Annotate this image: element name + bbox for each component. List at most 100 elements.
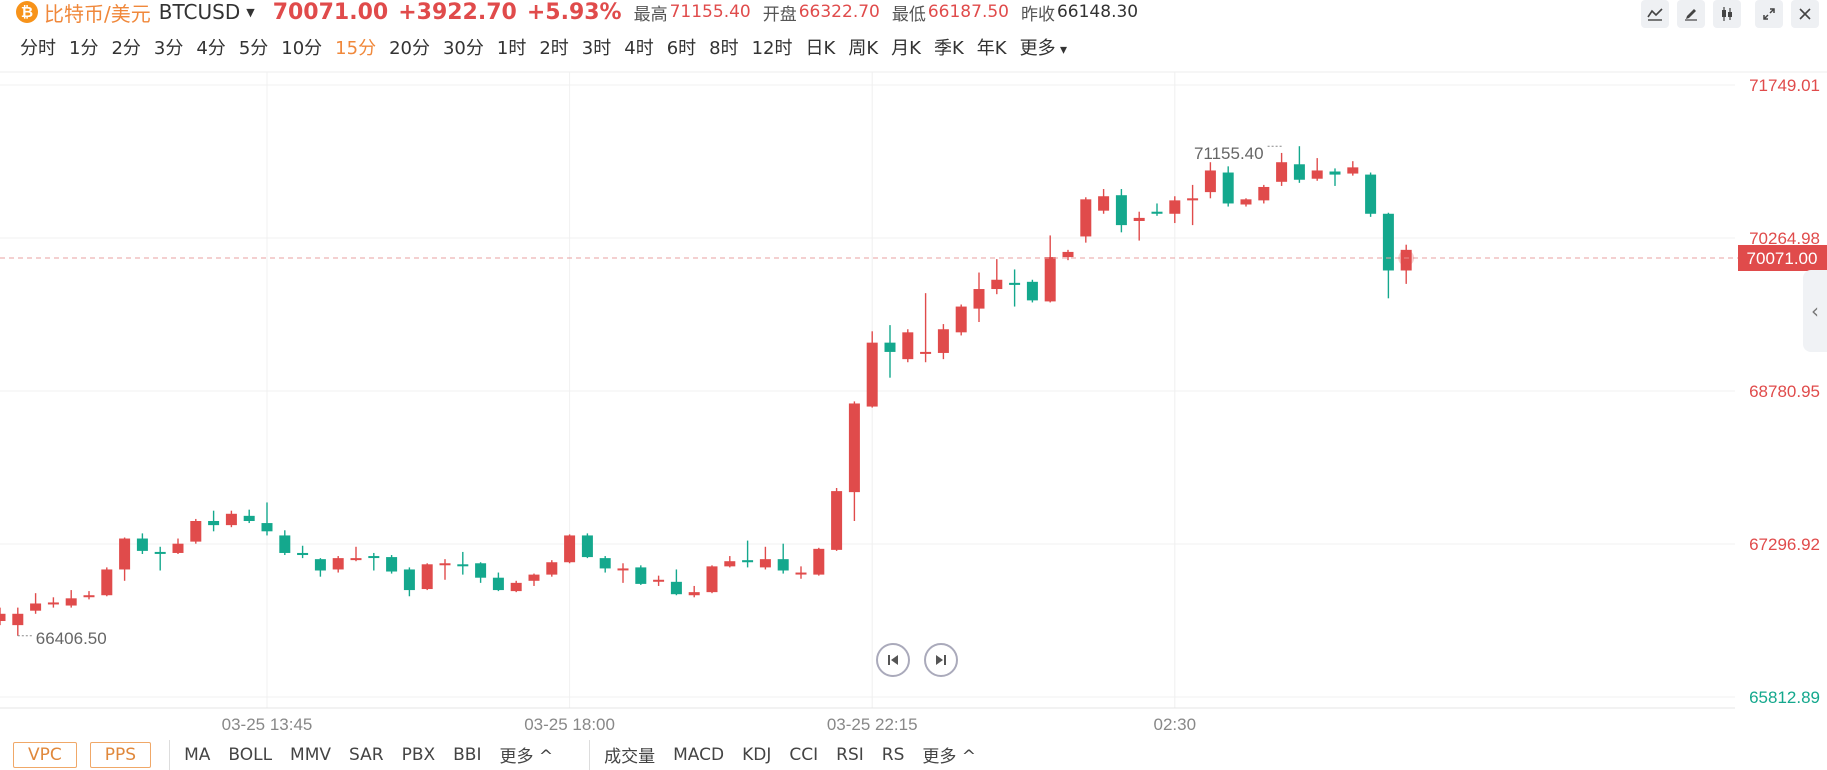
period-20[interactable]: 季K [933,38,964,59]
candle-body [1044,257,1056,302]
x-tick-label: 03-25 22:15 [827,715,918,734]
period-13[interactable]: 4时 [624,38,654,59]
period-8[interactable]: 20分 [389,38,430,59]
candle-body [1365,174,1377,214]
line-tool-icon[interactable] [1641,0,1669,28]
candle-body [457,564,469,567]
candle-body [350,558,362,561]
period-9[interactable]: 30分 [442,38,484,59]
period-3[interactable]: 3分 [153,38,184,59]
main-indicator-mmv[interactable]: MMV [290,744,332,765]
period-21[interactable]: 年K [976,38,1007,59]
period-4[interactable]: 4分 [196,38,226,59]
period-18[interactable]: 周K [848,38,879,59]
main-indicator-bbi[interactable]: BBI [453,744,482,765]
collapse-panel-handle[interactable]: ‹ [1803,270,1827,352]
current-price-glow [1398,249,1415,266]
candle-body [439,563,451,566]
main-indicator-ma[interactable]: MA [184,744,211,765]
candle-body [154,551,166,554]
candle-body [1329,171,1341,175]
candle-body [1115,195,1127,226]
candle-body [831,491,843,550]
expand-icon[interactable] [1755,0,1783,28]
main-indicator-boll[interactable]: BOLL [228,744,273,765]
candle-body [973,289,985,309]
period-10[interactable]: 1时 [496,38,527,59]
x-tick-label: 02:30 [1154,715,1197,734]
skip-forward-button[interactable] [924,643,958,677]
chevron-left-icon: ‹ [1811,299,1819,323]
main-indicator-pbx[interactable]: PBX [401,744,436,765]
candle-body [866,342,878,407]
close-icon[interactable] [1791,0,1819,28]
sub-indicator-more[interactable]: 更多 ^ [922,742,976,767]
candle-body [884,342,896,352]
high-label: 最高 [633,4,668,25]
candle-body [30,603,42,611]
y-tick-label: 67296.92 [1749,535,1820,554]
period-15[interactable]: 8时 [709,38,739,59]
candle-body [546,562,558,575]
sub-indicator-1[interactable]: MACD [673,744,725,765]
period-5[interactable]: 5分 [238,38,269,59]
pair-name[interactable]: 比特币/美元 [44,1,151,26]
skip-back-button[interactable] [876,643,910,677]
period-16[interactable]: 12时 [751,38,793,59]
sub-indicator-0[interactable]: 成交量 [604,747,656,767]
candle-body [12,613,24,626]
sub-indicator-4[interactable]: RSI [836,744,864,765]
period-more[interactable]: 更多 ▾ [1019,38,1068,59]
sub-indicator-3[interactable]: CCI [789,744,819,765]
skip-forward-icon [936,655,946,665]
sub-indicator-2[interactable]: KDJ [742,744,772,765]
period-19[interactable]: 月K [891,38,921,59]
open-value: 66322.70 [798,2,880,22]
period-6[interactable]: 10分 [281,38,323,59]
chevron-down-icon[interactable]: ▼ [246,5,255,19]
candle-body [332,558,344,570]
pen-icon[interactable] [1677,0,1705,28]
candle-body [653,579,665,582]
pair-symbol[interactable]: BTCUSD [158,0,241,24]
candle-body [1151,211,1163,214]
sub-indicator-5[interactable]: RS [881,744,905,765]
candle-body [279,535,291,553]
period-14[interactable]: 6时 [666,38,697,59]
x-tick-label: 03-25 13:45 [222,715,313,734]
candle-body [1187,198,1199,201]
period-17[interactable]: 日K [805,38,836,59]
candle-body [670,581,682,595]
indicator-vpc-button[interactable]: VPC [13,741,77,768]
candle-body [47,602,59,605]
candle-body [297,552,309,556]
candle-style-icon[interactable] [1713,0,1741,28]
main-indicator-sar[interactable]: SAR [349,744,384,765]
period-11[interactable]: 2时 [539,38,569,59]
candlestick-chart[interactable]: 71749.01 70264.98 68780.95 67296.92 65812.89… [0,0,1827,740]
candle-body [1222,172,1234,204]
candle-body [1080,199,1092,237]
period-12[interactable]: 3时 [581,38,612,59]
candle-body [688,592,700,596]
price-change-percent: +5.93% [526,0,622,25]
price-change: +3922.70 [398,0,517,25]
period-selector: 分时 1分 2分 3分 4分 5分 10分 15分 20分 30分 1时 2时 3时 4时 6时 8时 12时日… [20,34,1080,60]
period-7[interactable]: 15分 [335,38,377,59]
chevron-down-icon: ▾ [1055,42,1068,58]
candle-body [902,332,914,360]
candle-body [848,403,860,493]
skip-back-icon [888,655,898,665]
period-1[interactable]: 1分 [69,38,99,59]
candle-body [564,535,576,563]
candle-body [759,559,771,568]
candle-body [225,513,237,526]
candle-body [617,568,629,571]
indicator-pps-button[interactable]: PPS [89,741,152,768]
period-2[interactable]: 2分 [111,38,141,59]
period-0[interactable]: 分时 [20,38,56,59]
y-tick-label: 65812.89 [1749,688,1820,707]
candle-body [528,574,540,581]
main-indicator-more[interactable]: 更多 ^ [499,742,553,767]
candle-body [937,329,949,353]
